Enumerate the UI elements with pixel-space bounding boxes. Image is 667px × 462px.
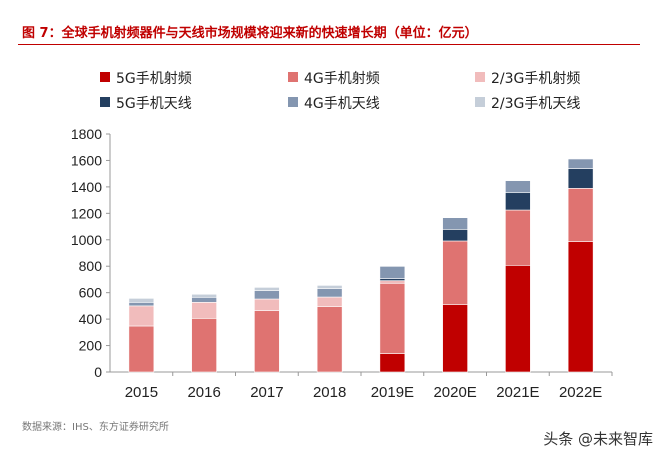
y-tick-label: 0 (94, 364, 102, 380)
bar-segment (191, 293, 217, 298)
bar-segment (442, 229, 468, 242)
y-tick-label: 400 (79, 311, 103, 327)
bar-segment (379, 266, 406, 279)
bar-segment (128, 298, 155, 303)
watermark: 头条 @未来智库 (543, 430, 653, 448)
legend-label: 4G手机射频 (304, 71, 380, 87)
bar-segment (442, 217, 468, 230)
legend-swatch (475, 97, 485, 107)
bar-segment (316, 285, 343, 289)
bar-segment (254, 287, 280, 291)
y-tick-label: 1400 (71, 179, 102, 195)
bar-segment (567, 158, 594, 169)
bar-segment (442, 304, 468, 373)
title-divider (18, 44, 640, 45)
x-tick-label: 2022E (559, 384, 602, 401)
x-tick-label: 2015 (125, 384, 158, 401)
bar-segment (316, 288, 343, 298)
y-tick-label: 800 (79, 258, 103, 274)
bar-segment (442, 240, 468, 305)
bar-segment (191, 296, 217, 303)
chart-title: 图 7：全球手机射频器件与天线市场规模将迎来新的快速增长期（单位：亿元） (22, 26, 478, 41)
legend-swatch (288, 97, 298, 107)
y-tick-label: 1000 (71, 232, 102, 248)
bar-segment (254, 298, 280, 311)
y-tick-label: 1200 (71, 205, 102, 221)
x-tick-label: 2018 (313, 384, 346, 401)
bar-segment (128, 305, 155, 327)
legend-label: 5G手机射频 (116, 71, 192, 87)
bar-segment (191, 302, 217, 319)
legend-label: 2/3G手机天线 (491, 96, 580, 112)
bar-segment (567, 168, 594, 189)
legend-swatch (475, 72, 485, 82)
bar-segment (316, 306, 343, 373)
x-tick-label: 2021E (496, 384, 539, 401)
legend-label: 4G手机天线 (304, 96, 380, 112)
source-note: 数据来源：IHS、东方证券研究所 (22, 422, 169, 433)
legend-swatch (100, 97, 110, 107)
y-tick-label: 600 (79, 285, 103, 301)
bar-segment (379, 282, 406, 354)
bar-segment (567, 188, 594, 242)
bar-segment (254, 310, 280, 373)
y-tick-label: 200 (79, 338, 103, 354)
y-tick-label: 1600 (71, 152, 102, 168)
bar-segment (379, 280, 406, 284)
x-tick-label: 2019E (371, 384, 414, 401)
legend-label: 2/3G手机射频 (491, 71, 580, 87)
x-tick-label: 2016 (187, 384, 220, 401)
bar-segment (505, 192, 531, 211)
legend-label: 5G手机天线 (116, 96, 192, 112)
bar-segment (379, 353, 406, 373)
bar-segment (128, 302, 155, 307)
y-tick-label: 1800 (71, 126, 102, 142)
x-tick-label: 2017 (250, 384, 283, 401)
bar-segment (505, 209, 531, 266)
bar-segment (254, 290, 280, 300)
bar-segment (505, 264, 531, 373)
bar-segment (567, 241, 594, 373)
x-tick-label: 2020E (433, 384, 476, 401)
bar-segment (505, 180, 531, 194)
legend-swatch (288, 72, 298, 82)
legend-swatch (100, 72, 110, 82)
bar-segment (316, 296, 343, 307)
bar-segment (191, 318, 217, 373)
bar-segment (128, 325, 155, 373)
